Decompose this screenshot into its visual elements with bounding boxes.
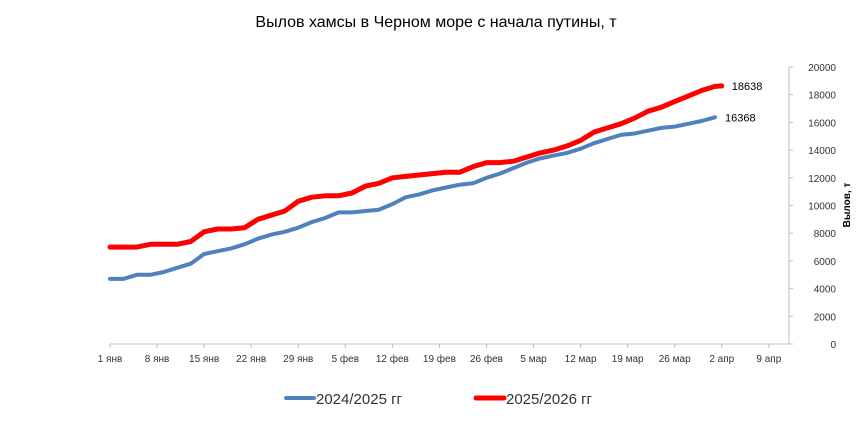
y-tick-label: 16000: [808, 118, 836, 129]
y-tick-label: 18000: [808, 91, 836, 102]
x-tick-label: 19 мар: [612, 354, 644, 365]
y-tick-label: 10000: [808, 202, 836, 213]
series-end-label-1: 16368: [725, 112, 756, 124]
x-tick-label: 12 фев: [376, 353, 409, 365]
legend: 2024/2025 гг 2025/2026 гг: [284, 391, 593, 408]
x-tick-label: 26 фев: [470, 353, 503, 365]
y-tick-label: 20000: [808, 63, 836, 74]
x-tick-label: 8 янв: [145, 354, 170, 365]
x-tick-label: 29 янв: [283, 354, 313, 365]
series-line-2: [107, 83, 725, 250]
x-tick-label: 22 янв: [236, 354, 266, 365]
y-axis-label: Вылов, т: [842, 183, 853, 228]
chart-title: Вылов хамсы в Черном море с начала путин…: [255, 14, 617, 31]
series-layer: 16368 18638: [107, 81, 763, 281]
y-ticks: 0 2000 4000 6000 8000 10000 12000 14000 16000 180…: [789, 63, 836, 351]
x-tick-label: 5 фев: [332, 353, 359, 365]
y-tick-label: 6000: [814, 257, 837, 268]
x-tick-label: 19 фев: [423, 353, 456, 365]
x-ticks: 1 янв 8 янв 15 янв 22 янв 29 янв 5 фев 12 фев 1…: [98, 344, 782, 365]
y-tick-label: 8000: [814, 229, 837, 240]
x-tick-label: 9 апр: [756, 354, 781, 365]
x-tick-label: 26 мар: [659, 354, 691, 365]
series-line-1: [108, 115, 717, 281]
series-end-label-2: 18638: [732, 81, 763, 93]
x-tick-label: 2 апр: [709, 354, 734, 365]
x-tick-label: 15 янв: [189, 354, 219, 365]
x-tick-label: 1 янв: [98, 354, 123, 365]
x-tick-label: 12 мар: [565, 354, 597, 365]
y-tick-label: 12000: [808, 174, 836, 185]
y-tick-label: 14000: [808, 146, 836, 157]
legend-label-2: 2025/2026 гг: [506, 391, 593, 408]
x-tick-label: 5 мар: [520, 354, 547, 365]
legend-label-1: 2024/2025 гг: [316, 391, 403, 408]
y-tick-label: 2000: [814, 312, 837, 323]
y-tick-label: 0: [830, 340, 836, 351]
y-tick-label: 4000: [814, 285, 837, 296]
